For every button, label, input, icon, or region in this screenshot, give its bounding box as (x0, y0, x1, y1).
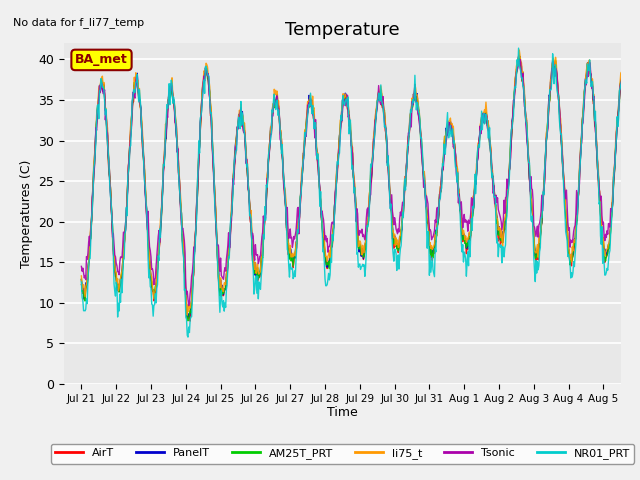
Text: No data for f_li77_temp: No data for f_li77_temp (13, 17, 144, 28)
X-axis label: Time: Time (327, 407, 358, 420)
Y-axis label: Temperatures (C): Temperatures (C) (20, 159, 33, 268)
Title: Temperature: Temperature (285, 21, 400, 39)
Text: BA_met: BA_met (75, 53, 128, 66)
Legend: AirT, PanelT, AM25T_PRT, li75_t, Tsonic, NR01_PRT: AirT, PanelT, AM25T_PRT, li75_t, Tsonic,… (51, 444, 634, 464)
